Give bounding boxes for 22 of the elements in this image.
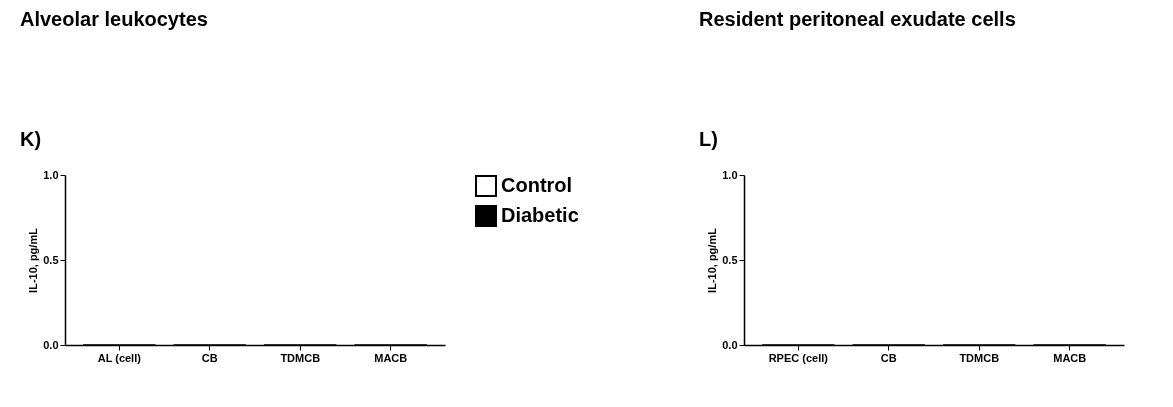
y-tick-label: 0.5 xyxy=(722,253,738,266)
chart-title: Resident peritoneal exudate cells xyxy=(699,8,1016,30)
y-tick-label: 1.0 xyxy=(722,168,738,181)
y-tick-label: 0.0 xyxy=(722,338,738,351)
y-tick-label: 1.0 xyxy=(43,168,59,181)
x-tick-label: MACB xyxy=(374,351,408,364)
text: K) xyxy=(20,128,42,150)
chart-title: Alveolar leukocytes xyxy=(20,8,208,30)
x-tick-label: AL (cell) xyxy=(97,351,142,364)
legend-label: Control xyxy=(501,174,573,196)
y-tick-label: 0.0 xyxy=(43,338,59,351)
y-axis-title: IL-10, pg/mL xyxy=(706,227,719,293)
legend-label: Diabetic xyxy=(501,204,579,226)
y-tick-label: 0.5 xyxy=(43,253,59,266)
x-tick-label: CB xyxy=(201,351,218,364)
x-tick-label: TDMCB xyxy=(280,351,321,364)
x-tick-label: MACB xyxy=(1053,351,1087,364)
x-tick-label: CB xyxy=(880,351,897,364)
y-axis-title: IL-10, pg/mL xyxy=(27,227,40,293)
x-tick-label: RPEC (cell) xyxy=(768,351,829,364)
text: L) xyxy=(699,128,718,150)
x-tick-label: TDMCB xyxy=(959,351,1000,364)
